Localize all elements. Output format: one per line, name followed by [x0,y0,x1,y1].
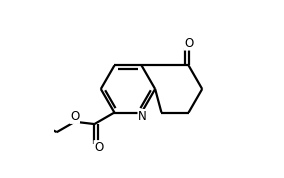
Text: O: O [184,37,193,50]
Text: N: N [138,109,147,122]
Text: O: O [70,110,80,123]
Text: O: O [94,141,103,154]
